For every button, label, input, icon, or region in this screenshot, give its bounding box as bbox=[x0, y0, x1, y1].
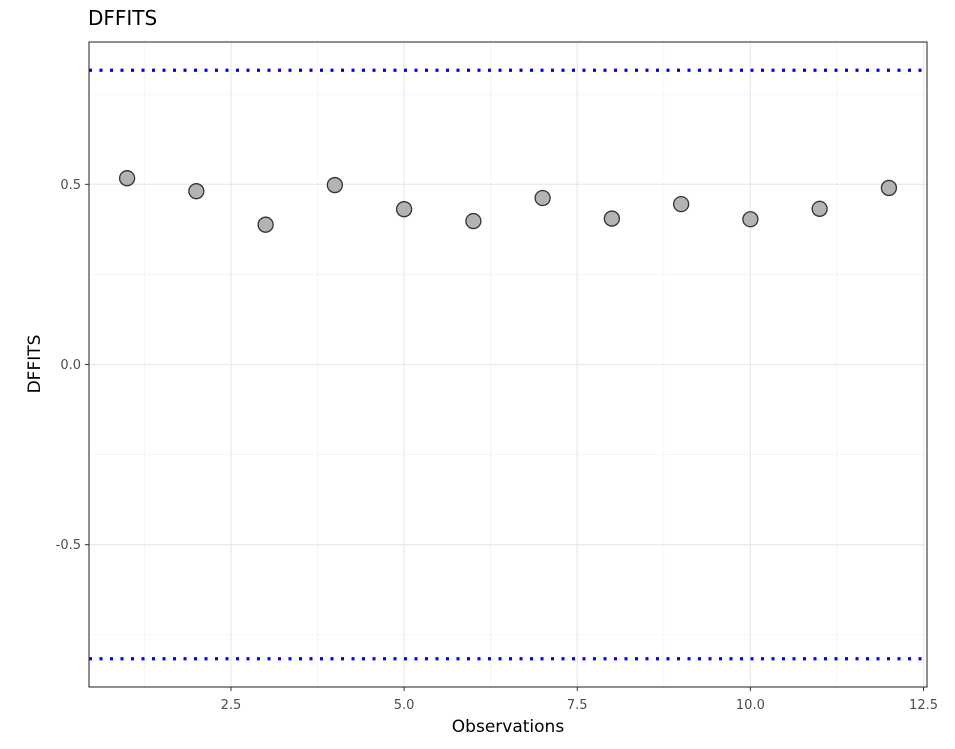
x-tick-label: 12.5 bbox=[909, 698, 938, 713]
data-point bbox=[811, 200, 828, 217]
data-point bbox=[603, 210, 621, 227]
x-axis-ticks: 2.5 5.0 7.5 10.0 12.5 bbox=[221, 687, 938, 713]
x-tick-label: 2.5 bbox=[221, 698, 242, 713]
x-tick-label: 10.0 bbox=[736, 698, 765, 713]
data-point bbox=[465, 212, 482, 230]
data-point bbox=[118, 170, 136, 187]
x-tick-label: 7.5 bbox=[567, 698, 588, 713]
point-layer bbox=[118, 170, 898, 233]
data-point bbox=[395, 201, 413, 218]
x-tick-label: 5.0 bbox=[394, 698, 415, 713]
y-tick-label: -0.5 bbox=[56, 538, 81, 553]
data-point bbox=[742, 211, 759, 228]
chart-title: DFFITS bbox=[88, 6, 157, 30]
y-tick-label: 0.0 bbox=[60, 358, 81, 373]
data-point bbox=[257, 216, 274, 233]
y-axis-ticks: -0.5 0.0 0.5 bbox=[56, 178, 89, 553]
y-axis-title: DFFITS bbox=[25, 335, 45, 394]
data-point bbox=[326, 176, 344, 194]
data-point bbox=[880, 179, 898, 197]
data-point bbox=[188, 183, 205, 200]
data-point bbox=[672, 196, 690, 213]
x-axis-title: Observations bbox=[452, 717, 565, 737]
y-tick-label: 0.5 bbox=[60, 178, 81, 193]
grid-layer bbox=[89, 42, 927, 687]
data-point bbox=[534, 189, 551, 207]
